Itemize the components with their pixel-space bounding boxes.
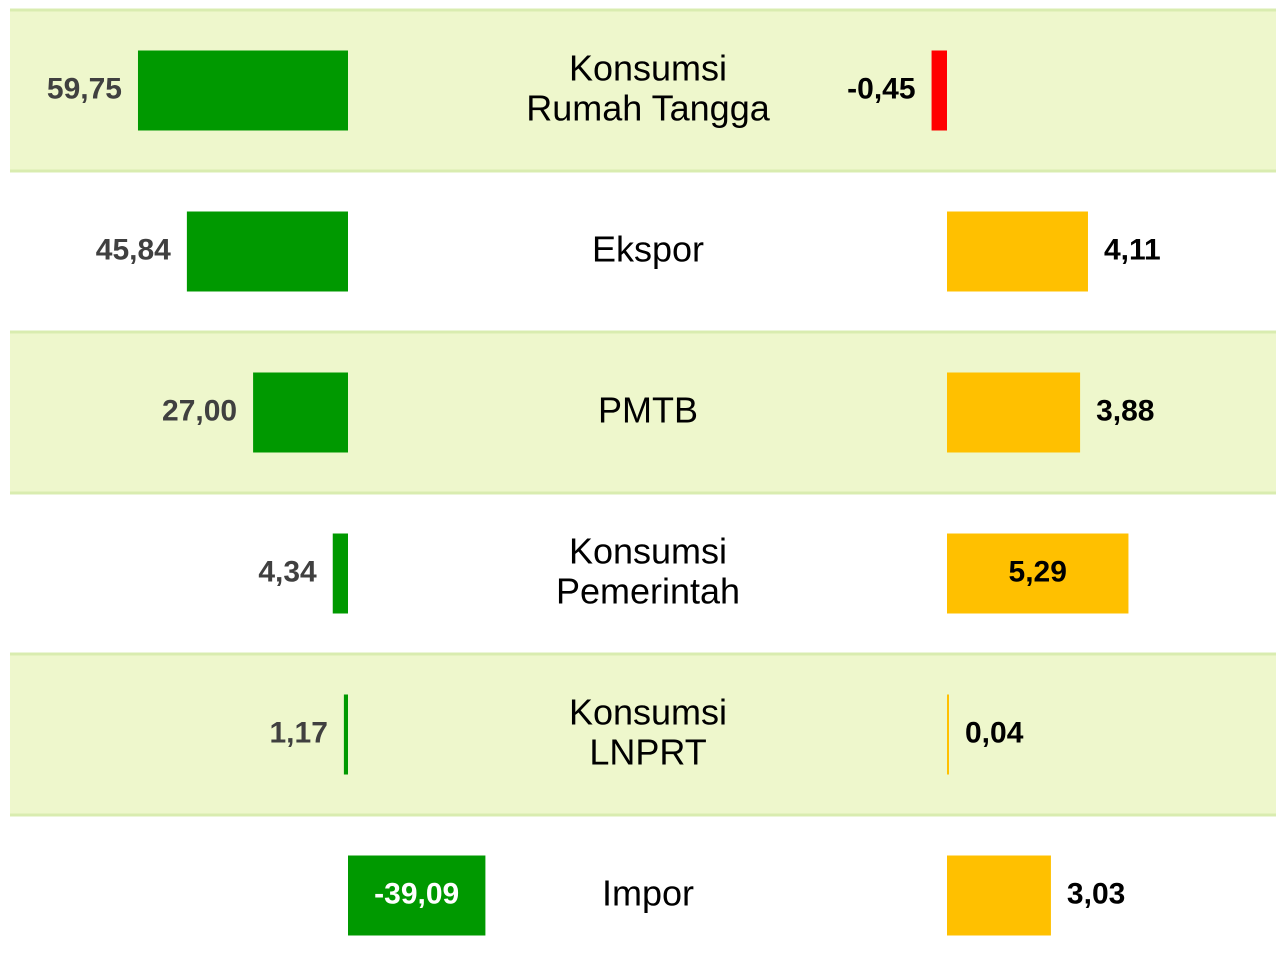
category-line: Ekspor: [592, 228, 704, 269]
category-line: PMTB: [598, 389, 698, 430]
value-label: 3,03: [1067, 877, 1125, 910]
bar: [947, 533, 1129, 614]
value-label: 1,17: [269, 716, 327, 749]
category-line: Rumah Tangga: [526, 87, 770, 128]
category-line: Konsumsi: [569, 530, 727, 571]
bar: [343, 694, 348, 775]
bar: [947, 855, 1051, 936]
row-background: [10, 654, 1276, 815]
bar: [253, 372, 348, 453]
value-label: 5,29: [1009, 555, 1067, 588]
bar: [186, 211, 348, 292]
category-line: LNPRT: [589, 731, 706, 772]
value-label: 0,04: [965, 716, 1024, 749]
category-label: Ekspor: [592, 228, 704, 269]
category-label: Konsumsi Pemerintah: [556, 530, 740, 611]
category-line: Pemerintah: [556, 570, 740, 611]
value-label: 59,75: [47, 72, 122, 105]
value-label: 45,84: [96, 233, 171, 266]
category-line: Konsumsi: [569, 47, 727, 88]
bar: [947, 211, 1088, 292]
bar: [947, 372, 1081, 453]
category-label: Konsumsi Rumah Tangga: [526, 47, 770, 128]
bar: [137, 50, 348, 131]
category-line: Konsumsi: [569, 691, 727, 732]
bar: [348, 855, 486, 936]
value-label: 4,11: [1104, 233, 1161, 266]
value-label: 4,34: [258, 555, 317, 588]
bar: [931, 50, 947, 131]
value-label: -39,09: [374, 877, 459, 910]
value-label: 3,88: [1096, 394, 1154, 427]
bar: [947, 694, 949, 775]
category-line: Impor: [602, 872, 694, 913]
category-label: PMTB: [598, 389, 698, 430]
category-label: Impor: [602, 872, 694, 913]
bar: [332, 533, 348, 614]
category-label: Konsumsi LNPRT: [569, 691, 727, 772]
value-label: -0,45: [847, 72, 915, 105]
value-label: 27,00: [162, 394, 237, 427]
